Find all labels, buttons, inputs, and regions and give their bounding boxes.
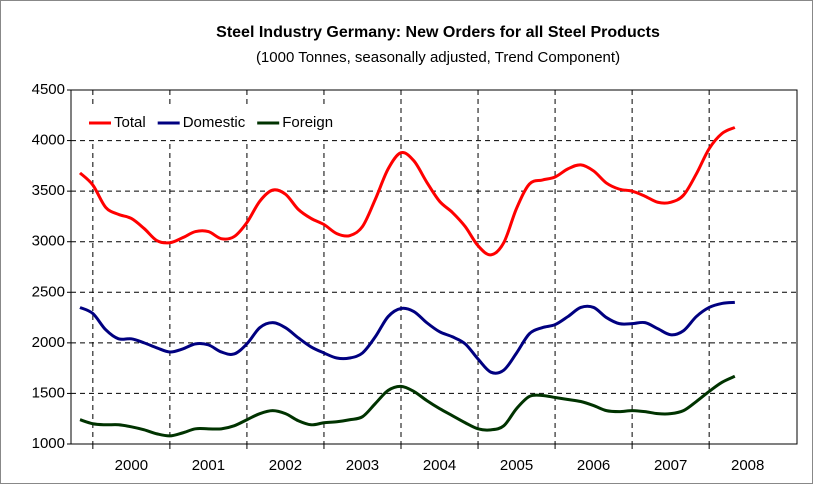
x-tick-label: 2007: [654, 457, 687, 474]
x-tick-label: 2006: [577, 457, 610, 474]
lines: [78, 126, 736, 438]
y-tick-label: 3000: [32, 233, 65, 250]
x-tick-label: 2004: [423, 457, 456, 474]
y-tick-label: 2000: [32, 334, 65, 351]
legend-label: Total: [114, 114, 146, 131]
series-line: [79, 374, 736, 438]
x-tick-label: 2008: [731, 457, 764, 474]
y-tick-label: 2500: [32, 283, 65, 300]
x-tick-label: 2005: [500, 457, 533, 474]
series-line: [78, 126, 736, 257]
x-tick-label: 2003: [346, 457, 379, 474]
plot-border: [70, 89, 798, 445]
y-tick-label: 3500: [32, 182, 65, 199]
x-tick-label: 2002: [269, 457, 302, 474]
x-tick-label: 2000: [115, 457, 148, 474]
chart-title: Steel Industry Germany: New Orders for a…: [216, 24, 660, 41]
y-tick-label: 1500: [32, 384, 65, 401]
x-tick-label: 2001: [192, 457, 225, 474]
legend-label: Domestic: [183, 114, 246, 131]
y-tick-label: 4000: [32, 132, 65, 149]
legend: Total Domestic Foreign: [81, 106, 361, 140]
series-line: [79, 300, 735, 375]
legend-label: Foreign: [282, 114, 333, 131]
chart-subtitle: (1000 Tonnes, seasonally adjusted, Trend…: [256, 49, 620, 66]
y-tick-label: 4500: [32, 81, 65, 98]
legend-box: [81, 106, 361, 140]
y-tick-label: 1000: [32, 435, 65, 452]
